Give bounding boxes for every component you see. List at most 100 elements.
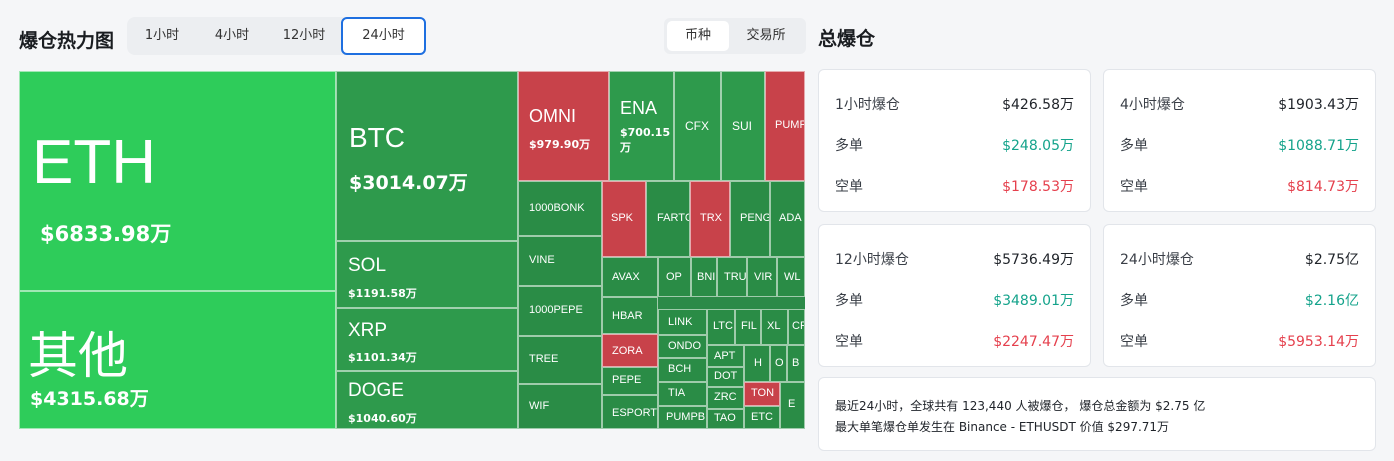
tile-amount: $4315.68万 [30, 388, 149, 410]
period-label: 12小时爆仓 [835, 252, 909, 268]
tile-symbol: ENA [620, 98, 658, 118]
heatmap-tile-e[interactable]: E [780, 382, 805, 429]
period-label: 4小时爆仓 [1120, 97, 1185, 113]
heatmap-tile-fartc[interactable]: FARTC [646, 181, 690, 257]
heatmap-tile-vine[interactable]: VINE [518, 236, 602, 286]
tab-1h[interactable]: 1小时 [144, 28, 180, 43]
tile-symbol: FIL [741, 320, 757, 332]
tab-12h[interactable]: 12小时 [282, 28, 326, 43]
heatmap-tile-omni[interactable]: OMNI $979.90万 [518, 71, 609, 181]
totals-title: 总爆仓 [818, 28, 876, 50]
heatmap-tile-vir[interactable]: VIR [747, 257, 777, 297]
heatmap-tile-tao[interactable]: TAO [707, 409, 744, 429]
heatmap-tile-h[interactable]: H [744, 345, 770, 382]
heatmap-tile-btc[interactable]: BTC $3014.07万 [336, 71, 518, 241]
heatmap-tile-cr[interactable]: CR [788, 309, 805, 345]
long-label: 多单 [1120, 138, 1148, 154]
heatmap-tile-spk[interactable]: SPK [602, 181, 646, 257]
tile-symbol: 1000PEPE [529, 304, 583, 316]
heatmap-tile-ondo[interactable]: ONDO [658, 335, 707, 358]
heatmap-tile-ltc[interactable]: LTC [707, 309, 735, 345]
tile-symbol: OP [666, 271, 682, 283]
heatmap-tile-ton[interactable]: TON [744, 382, 780, 406]
tile-symbol: FARTC [657, 212, 690, 224]
tab-coin[interactable]: 币种 [667, 21, 729, 51]
heatmap-tile-1000pepe[interactable]: 1000PEPE [518, 286, 602, 336]
tile-symbol: ETC [751, 411, 773, 423]
tile-symbol: ZORA [612, 345, 643, 357]
tile-symbol: BNI [697, 271, 716, 283]
heatmap-tile-doge[interactable]: DOGE $1040.60万 [336, 371, 518, 429]
tile-symbol: AVAX [612, 271, 640, 283]
heatmap-tile-tree[interactable]: TREE [518, 336, 602, 384]
heatmap-tile-sui[interactable]: SUI [721, 71, 765, 181]
heatmap-tile-peng[interactable]: PENG [730, 181, 770, 257]
tile-symbol: H [754, 357, 762, 369]
tile-symbol: TON [751, 387, 775, 399]
tile-symbol: WL [784, 271, 801, 283]
tile-symbol: HBAR [612, 310, 643, 322]
heatmap-tile-xrp[interactable]: XRP $1101.34万 [336, 308, 518, 371]
heatmap-tile-avax[interactable]: AVAX [602, 257, 658, 297]
tile-symbol: BTC [349, 122, 405, 153]
tile-amount: $979.90万 [529, 138, 591, 151]
heatmap-tile-tru[interactable]: TRU [717, 257, 747, 297]
heatmap-tile-trx[interactable]: TRX [690, 181, 730, 257]
tile-symbol: ZRC [714, 391, 737, 403]
heatmap-tile-zrc[interactable]: ZRC [707, 387, 744, 409]
heatmap-tile-hbar[interactable]: HBAR [602, 297, 658, 334]
heatmap-tile-b[interactable]: B [787, 345, 805, 382]
tile-symbol: ONDO [668, 340, 701, 352]
heatmap-tile-wif[interactable]: WIF [518, 384, 602, 429]
heatmap-tile-op[interactable]: OP [658, 257, 691, 297]
tile-symbol: 其他 [28, 328, 128, 384]
heatmap-tile-tia[interactable]: TIA [658, 382, 707, 406]
heatmap-tile-fil[interactable]: FIL [735, 309, 761, 345]
heatmap-tile-o[interactable]: O [770, 345, 787, 382]
tile-symbol: 1000BONK [529, 202, 585, 214]
time-range-selector: 1小时 4小时 12小时 24小时 [127, 17, 426, 55]
tile-symbol: XRP [348, 320, 388, 341]
tile-symbol: PUMP [775, 119, 805, 131]
tile-symbol: SUI [732, 119, 753, 133]
heatmap-tile-zora[interactable]: ZORA [602, 334, 658, 367]
tile-symbol: TREE [529, 353, 559, 365]
heatmap-tile-bni[interactable]: BNI [691, 257, 717, 297]
tile-amount: $700.15万 [620, 126, 671, 155]
short-label: 空单 [835, 334, 863, 350]
heatmap-tile-pepe[interactable]: PEPE [602, 367, 658, 395]
tile-symbol: VINE [529, 254, 555, 266]
tile-symbol: LTC [713, 320, 733, 332]
total-value: $1903.43万 [1278, 97, 1359, 113]
heatmap-tile-1000bonk[interactable]: 1000BONK [518, 181, 602, 236]
short-value: $814.73万 [1287, 179, 1359, 195]
heatmap-tile-link[interactable]: LINK [658, 309, 707, 335]
heatmap-tile-apt[interactable]: APT [707, 345, 744, 367]
tab-exchange[interactable]: 交易所 [746, 28, 786, 43]
tile-symbol: CR [792, 320, 804, 332]
tile-symbol: SOL [348, 255, 387, 276]
heatmap-tile-pump[interactable]: PUMP [765, 71, 805, 181]
total-value: $2.75亿 [1304, 252, 1359, 268]
heatmap-tile-其他[interactable]: 其他 $4315.68万 [19, 291, 336, 429]
heatmap-tile-sol[interactable]: SOL $1191.58万 [336, 241, 518, 308]
heatmap-tile-cfx[interactable]: CFX [674, 71, 721, 181]
heatmap-tile-ena[interactable]: ENA $700.15万 [609, 71, 674, 181]
tile-symbol: B [792, 357, 800, 369]
heatmap-tile-wl[interactable]: WL [777, 257, 805, 297]
tab-4h[interactable]: 4小时 [214, 28, 250, 43]
heatmap-tile-bch[interactable]: BCH [658, 358, 707, 382]
heatmap-tile-dot[interactable]: DOT [707, 367, 744, 387]
heatmap-tile-xl[interactable]: XL [761, 309, 788, 345]
total-value: $5736.49万 [993, 252, 1074, 268]
heatmap-tile-esports[interactable]: ESPORTS [602, 395, 658, 429]
heatmap-tile-pumpb[interactable]: PUMPB [658, 406, 707, 429]
heatmap-tile-etc[interactable]: ETC [744, 406, 780, 429]
card-24h: 24小时爆仓 $2.75亿 多单 $2.16亿 空单 $5953.14万 [1103, 224, 1376, 367]
tile-symbol: OMNI [529, 106, 576, 126]
heatmap-tile-eth[interactable]: ETH $6833.98万 [19, 71, 336, 291]
heatmap-tile-ada[interactable]: ADA [770, 181, 805, 257]
card-4h: 4小时爆仓 $1903.43万 多单 $1088.71万 空单 $814.73万 [1103, 69, 1376, 212]
tab-24h[interactable]: 24小时 [341, 17, 426, 55]
total-value: $426.58万 [1002, 97, 1074, 113]
